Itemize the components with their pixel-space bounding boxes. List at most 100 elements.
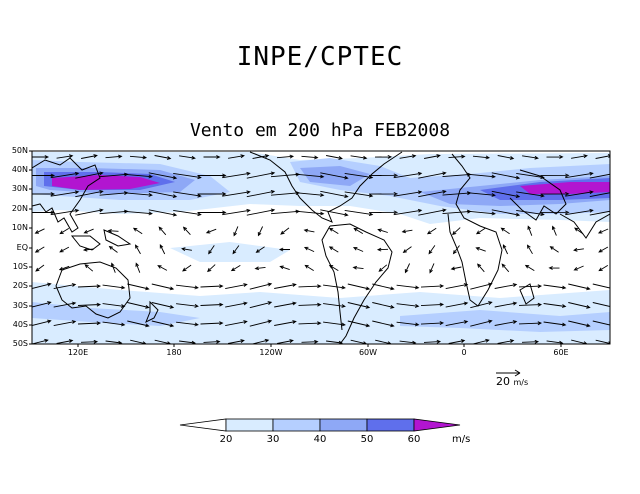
- new-zealand-coast: [145, 300, 159, 324]
- wind-vector: [225, 301, 248, 308]
- wind-vector: [448, 154, 466, 159]
- wind-vector: [246, 189, 276, 198]
- wind-vector: [124, 173, 153, 179]
- wind-vector: [154, 155, 172, 160]
- wind-vector: [298, 321, 322, 326]
- wind-vector: [497, 155, 515, 160]
- wind-vector: [526, 244, 533, 255]
- wind-vector: [518, 321, 543, 326]
- wind-vector: [393, 171, 423, 179]
- africa-europe-coast: [447, 153, 503, 307]
- wind-vector: [491, 209, 521, 217]
- wind-vector: [249, 282, 273, 290]
- wind-vector: [470, 282, 493, 290]
- wind-vector: [418, 208, 447, 216]
- wind-vector: [543, 303, 567, 308]
- org-title: INPE/CPTEC: [236, 42, 404, 72]
- wind-vector: [34, 246, 45, 253]
- wind-vector: [203, 339, 221, 344]
- wind-vector: [50, 190, 80, 197]
- wind-vector: [323, 303, 346, 308]
- wind-vector: [32, 192, 56, 196]
- wind-vector: [228, 339, 245, 344]
- wind-vector: [372, 302, 395, 309]
- wind-vector: [598, 265, 609, 272]
- legend-label-40: 40: [313, 434, 327, 445]
- wind-vector: [573, 247, 584, 252]
- wind-vector: [320, 172, 349, 180]
- wind-vector: [298, 284, 322, 289]
- wind-vector: [571, 154, 588, 159]
- wind-vector: [207, 264, 216, 273]
- north-america-coast: [249, 151, 403, 223]
- wind-vector: [34, 228, 45, 234]
- wind-vector: [323, 321, 346, 327]
- wind-vector: [477, 263, 485, 273]
- wind-vector: [401, 229, 413, 234]
- wind-vector: [347, 320, 371, 328]
- wind-vector: [393, 208, 423, 216]
- lon-label-60e: 60E: [553, 348, 569, 357]
- wind-vector: [344, 191, 374, 198]
- wind-vector: [80, 339, 99, 344]
- australia-coast: [55, 261, 131, 319]
- lon-label-0: 0: [461, 348, 467, 357]
- wind-vector: [448, 339, 466, 344]
- legend-swatch-20-30: [225, 418, 274, 432]
- wind-vector: [197, 173, 227, 178]
- lat-label-40s: 40S: [12, 320, 28, 329]
- wind-vector: [59, 246, 70, 253]
- wind-vector: [135, 262, 141, 273]
- wind-vector: [127, 283, 150, 291]
- wind-vector: [257, 226, 264, 237]
- wind-vector: [540, 210, 570, 215]
- wind-vector: [467, 173, 496, 179]
- lat-label-10n: 10N: [11, 223, 28, 232]
- wind-vector: [301, 155, 319, 160]
- wind-vector: [347, 302, 371, 309]
- wind-vector: [597, 228, 609, 234]
- wind-vector: [222, 171, 251, 179]
- wind-vector: [328, 264, 339, 271]
- india-coast: [559, 213, 610, 239]
- wind-vector: [467, 192, 496, 197]
- wind-vector: [102, 303, 126, 308]
- wind-vector: [399, 154, 417, 159]
- wind-vector: [418, 171, 447, 179]
- legend-swatch-50-60: [366, 418, 415, 432]
- wind-vector: [225, 283, 248, 290]
- wind-vector: [568, 283, 591, 291]
- wind-vector: [35, 264, 45, 272]
- wind-vector: [352, 246, 364, 252]
- wind-vector: [494, 301, 518, 308]
- wind-vector: [376, 247, 389, 252]
- wind-vector: [423, 339, 442, 344]
- south-jet-30-40-east: [400, 310, 610, 332]
- wind-vector: [494, 320, 518, 326]
- wind-vector: [148, 209, 178, 217]
- lat-label-20n: 20N: [11, 204, 28, 213]
- wind-vector: [148, 190, 178, 199]
- wind-vector: [323, 284, 346, 290]
- wind-vector: [304, 264, 314, 271]
- wind-vector: [521, 339, 540, 344]
- wind-vector: [32, 319, 52, 326]
- wind-vector: [158, 226, 167, 236]
- wind-vector: [445, 301, 469, 308]
- lat-label-30n: 30N: [11, 184, 28, 193]
- wind-vector: [82, 247, 95, 252]
- wind-vector: [592, 302, 610, 307]
- middle-east-coast: [509, 169, 567, 221]
- wind-vector: [182, 226, 191, 236]
- wind-vector: [81, 154, 98, 159]
- wind-vector: [420, 284, 445, 288]
- wind-vector: [75, 208, 104, 216]
- wind-vector: [450, 266, 462, 271]
- wind-vector: [452, 227, 461, 236]
- wind-vector: [110, 262, 116, 273]
- wind-vector: [565, 190, 594, 197]
- wind-vector: [518, 302, 543, 307]
- wind-vector: [592, 320, 610, 326]
- wind-vector: [589, 192, 610, 198]
- wind-vector: [540, 173, 570, 178]
